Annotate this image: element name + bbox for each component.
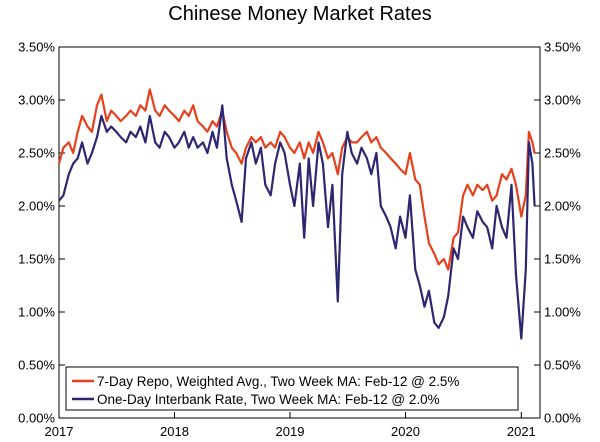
y-tick-label-left: 2.50%	[18, 146, 55, 161]
y-tick-label-left: 3.00%	[18, 93, 55, 108]
y-tick-label-right: 1.50%	[544, 252, 581, 267]
x-tick-label: 2018	[160, 424, 189, 439]
series-line-interbank	[58, 104, 536, 340]
x-tick-label: 2019	[276, 424, 305, 439]
y-tick-label-right: 2.00%	[544, 199, 581, 214]
series-line-repo	[57, 88, 536, 271]
y-tick-label-left: 2.00%	[18, 199, 55, 214]
x-axis: 2017 2018 2019 2020 2021	[45, 412, 536, 439]
series-lines	[57, 88, 536, 340]
y-tick-label-right: 1.00%	[544, 305, 581, 320]
y-tick-label-left: 0.50%	[18, 358, 55, 373]
x-tick-label: 2017	[45, 424, 74, 439]
y-tick-label-left: 1.00%	[18, 305, 55, 320]
legend: 7-Day Repo, Weighted Avg., Two Week MA: …	[65, 366, 519, 411]
legend-label-repo: 7-Day Repo, Weighted Avg., Two Week MA: …	[97, 374, 459, 389]
legend-box	[65, 366, 519, 411]
y-tick-label-left: 1.50%	[18, 252, 55, 267]
x-tick-label: 2020	[391, 424, 420, 439]
chart-title: Chinese Money Market Rates	[168, 3, 431, 25]
y-axis-left: 0.00% 0.50% 1.00% 1.50% 2.00% 2.50% 3.00% 3.50%	[18, 40, 65, 426]
y-tick-label-right: 0.50%	[544, 358, 581, 373]
y-tick-label-right: 3.50%	[544, 40, 581, 55]
y-tick-label-right: 0.00%	[544, 411, 581, 426]
x-tick-label: 2021	[507, 424, 536, 439]
y-tick-label-right: 2.50%	[544, 146, 581, 161]
plot-area-frame	[58, 46, 541, 419]
y-tick-label-left: 3.50%	[18, 40, 55, 55]
y-axis-right: 0.00% 0.50% 1.00% 1.50% 2.00% 2.50% 3.00% 3.50%	[534, 40, 581, 426]
y-tick-label-right: 3.00%	[544, 93, 581, 108]
legend-label-interbank: One-Day Interbank Rate, Two Week MA: Feb…	[97, 392, 440, 407]
y-tick-label-left: 0.00%	[18, 411, 55, 426]
